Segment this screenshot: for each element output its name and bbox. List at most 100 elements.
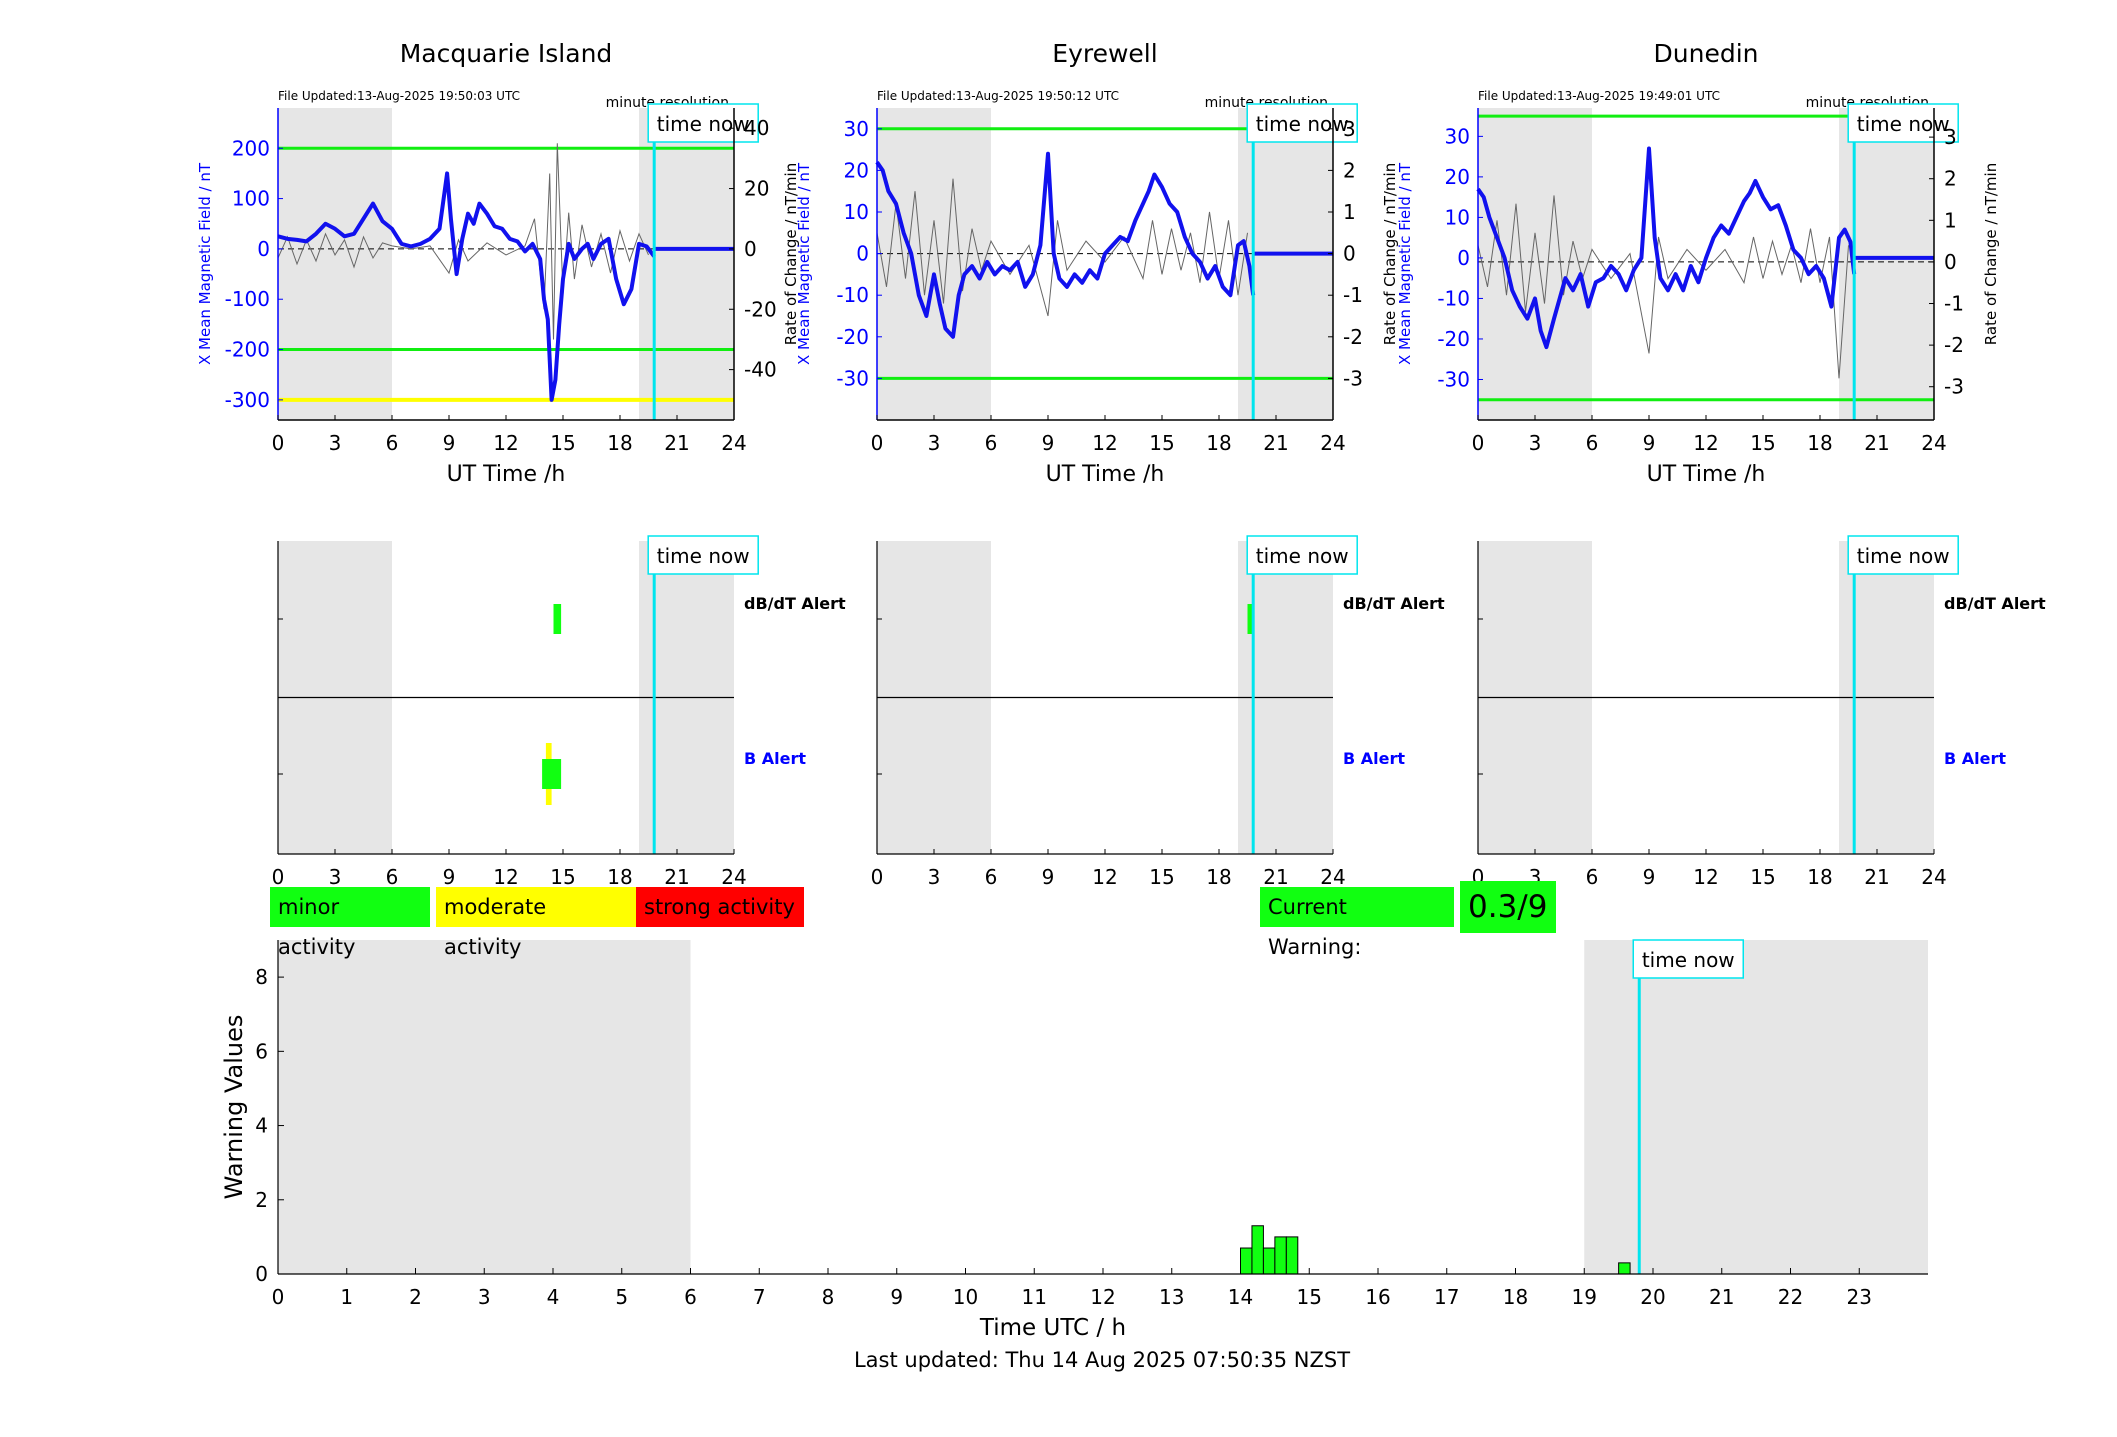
x-tick-label: 0 — [871, 431, 884, 455]
x-tick-label: 19 — [1572, 1285, 1597, 1309]
night-shade — [1584, 940, 1928, 1274]
alert-panel: dB/dT Alert B Alert time now 0 3 6 9 12 15 18 21 24 — [871, 535, 1445, 889]
y-tick-label: 0 — [255, 1262, 268, 1286]
right-y-tick-label: 2 — [1944, 167, 1957, 191]
x-tick-label: 11 — [1022, 1285, 1047, 1309]
left-y-axis-label: X Mean Magnetic Field / nT — [795, 162, 813, 365]
y-tick-label: 4 — [255, 1114, 268, 1138]
x-tick-label: 6 — [386, 865, 399, 889]
x-tick-label: 13 — [1159, 1285, 1184, 1309]
x-tick-label: 1 — [340, 1285, 353, 1309]
x-tick-label: 8 — [822, 1285, 835, 1309]
x-tick-label: 24 — [1320, 865, 1345, 889]
x-tick-label: 9 — [1643, 865, 1656, 889]
x-tick-label: 21 — [1864, 865, 1889, 889]
right-y-tick-label: -1 — [1343, 283, 1363, 307]
station-title: Macquarie Island — [400, 39, 613, 68]
x-tick-label: 9 — [1042, 431, 1055, 455]
time-now-box — [1847, 535, 1959, 575]
x-tick-label: 18 — [1206, 431, 1231, 455]
right-y-tick-label: -2 — [1944, 333, 1964, 357]
right-y-tick-label: 3 — [1944, 125, 1957, 149]
left-y-axis-label: X Mean Magnetic Field / nT — [1396, 162, 1414, 365]
right-y-tick-label: 20 — [744, 177, 769, 201]
time-now-box — [1632, 939, 1744, 979]
x-tick-label: 24 — [1921, 865, 1946, 889]
x-tick-label: 21 — [1864, 431, 1889, 455]
x-tick-label: 3 — [1529, 431, 1542, 455]
dbdt-alert-label: dB/dT Alert — [1343, 594, 1445, 613]
x-tick-label: 3 — [928, 865, 941, 889]
x-tick-label: 12 — [1693, 865, 1718, 889]
rate-of-change-series — [1477, 195, 1849, 379]
right-y-tick-label: 3 — [1343, 117, 1356, 141]
left-y-tick-label: -100 — [225, 287, 270, 311]
last-updated-label: Last updated: Thu 14 Aug 2025 07:50:35 N… — [854, 1348, 1350, 1372]
left-y-tick-label: -30 — [836, 366, 869, 390]
time-now-box — [1847, 103, 1959, 143]
x-tick-label: 24 — [1320, 431, 1345, 455]
left-y-tick-label: -20 — [836, 325, 869, 349]
left-y-tick-label: -300 — [225, 388, 270, 412]
right-y-tick-label: 0 — [1343, 242, 1356, 266]
right-y-tick-label: -3 — [1944, 375, 1964, 399]
x-axis-label: UT Time /h — [1647, 462, 1766, 487]
x-tick-label: 15 — [1149, 431, 1174, 455]
x-tick-label: 0 — [871, 865, 884, 889]
x-tick-label: 15 — [550, 865, 575, 889]
time-now-label: time now — [1256, 544, 1349, 568]
x-tick-label: 24 — [1921, 431, 1946, 455]
x-tick-label: 2 — [409, 1285, 422, 1309]
x-tick-label: 20 — [1640, 1285, 1665, 1309]
station-title: Eyrewell — [1052, 39, 1157, 68]
time-now-box — [647, 103, 759, 143]
x-tick-label: 12 — [1693, 431, 1718, 455]
right-y-tick-label: 1 — [1944, 208, 1957, 232]
x-tick-label: 3 — [478, 1285, 491, 1309]
dbdt-alert-block — [553, 604, 562, 634]
right-y-tick-label: 0 — [1944, 250, 1957, 274]
y-tick-label: 6 — [255, 1039, 268, 1063]
x-tick-label: 6 — [985, 431, 998, 455]
x-mean-field-series — [277, 171, 656, 402]
x-tick-label: 24 — [721, 431, 746, 455]
activity-legend: minor activity moderate activity strong … — [270, 887, 804, 959]
warning-bar — [1618, 1262, 1631, 1275]
left-y-tick-label: 30 — [844, 117, 869, 141]
time-now-label: time now — [1256, 112, 1349, 136]
x-tick-label: 21 — [1263, 865, 1288, 889]
right-y-tick-label: -20 — [744, 297, 777, 321]
x-axis-label: Time UTC / h — [979, 1315, 1126, 1341]
x-tick-label: 21 — [664, 865, 689, 889]
x-tick-label: 12 — [1092, 865, 1117, 889]
legend-minor-activity: minor activity — [270, 887, 430, 959]
x-tick-label: 0 — [272, 1285, 285, 1309]
left-y-tick-label: -10 — [1437, 286, 1470, 310]
x-tick-label: 6 — [1586, 865, 1599, 889]
file-updated-label: File Updated:13-Aug-2025 19:50:03 UTC — [278, 89, 520, 103]
x-tick-label: 15 — [550, 431, 575, 455]
x-tick-label: 21 — [1263, 431, 1288, 455]
right-y-tick-label: -3 — [1343, 366, 1363, 390]
right-y-tick-label: -40 — [744, 358, 777, 382]
x-axis-label: UT Time /h — [1046, 462, 1165, 487]
x-tick-label: 0 — [1472, 431, 1485, 455]
x-tick-label: 0 — [272, 431, 285, 455]
dbdt-alert-label: dB/dT Alert — [744, 594, 846, 613]
night-shade — [278, 108, 392, 420]
x-tick-label: 15 — [1149, 865, 1174, 889]
x-tick-label: 6 — [1586, 431, 1599, 455]
x-tick-label: 4 — [547, 1285, 560, 1309]
x-tick-label: 0 — [272, 865, 285, 889]
left-y-tick-label: -10 — [836, 283, 869, 307]
x-tick-label: 10 — [953, 1285, 978, 1309]
left-y-axis-label: X Mean Magnetic Field / nT — [196, 162, 214, 365]
warning-bar — [1251, 1225, 1264, 1275]
station-panel: Dunedin File Updated:13-Aug-2025 19:49:01… — [1396, 39, 2000, 487]
night-shade — [877, 108, 991, 420]
right-y-tick-label: 1 — [1343, 200, 1356, 224]
x-tick-label: 3 — [329, 865, 342, 889]
dbdt-alert-label: dB/dT Alert — [1944, 594, 2046, 613]
